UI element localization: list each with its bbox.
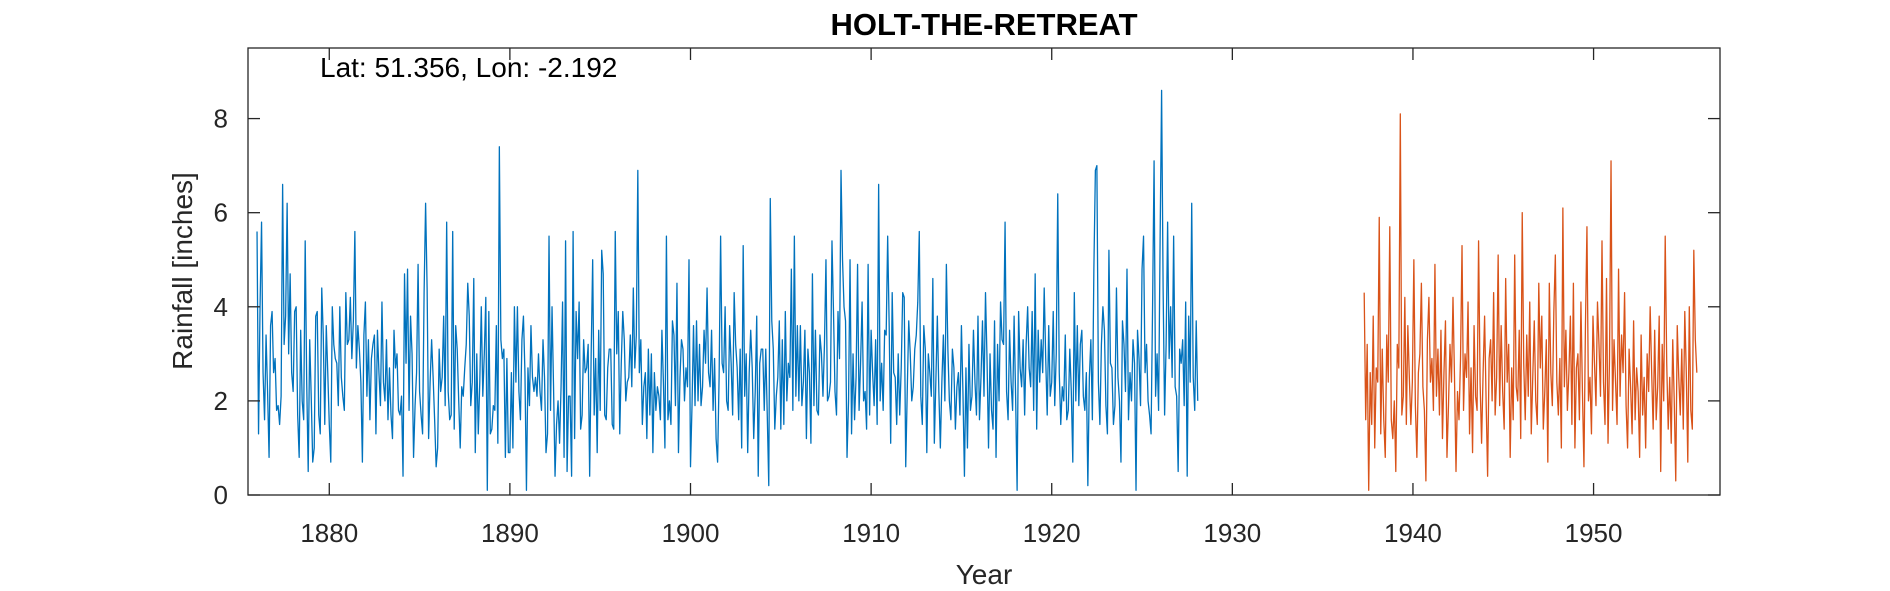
- x-tick-label: 1920: [1023, 518, 1081, 548]
- y-tick-label: 4: [214, 292, 228, 322]
- series-1-line: [256, 89, 1199, 491]
- x-tick-label: 1930: [1203, 518, 1261, 548]
- x-tick-label: 1890: [481, 518, 539, 548]
- chart-title: HOLT-THE-RETREAT: [830, 7, 1137, 42]
- x-axis: 1880 1890 1900 1910 1920 1930 1940 1950: [300, 48, 1622, 548]
- x-tick-label: 1910: [842, 518, 900, 548]
- plot-area: [248, 48, 1720, 495]
- y-tick-label: 0: [214, 480, 228, 510]
- x-tick-label: 1940: [1384, 518, 1442, 548]
- y-axis-label: Rainfall [inches]: [167, 172, 198, 370]
- y-tick-label: 8: [214, 104, 228, 134]
- location-annotation: Lat: 51.356, Lon: -2.192: [320, 52, 617, 83]
- x-tick-label: 1880: [300, 518, 358, 548]
- plot-box: [247, 47, 1721, 496]
- y-axis: 0 2 4 6 8: [214, 104, 1720, 510]
- x-tick-label: 1950: [1565, 518, 1623, 548]
- series-layer: [256, 89, 1698, 491]
- y-tick-label: 2: [214, 386, 228, 416]
- x-tick-label: 1900: [662, 518, 720, 548]
- x-axis-label: Year: [956, 559, 1013, 590]
- y-tick-label: 6: [214, 198, 228, 228]
- series-2-line: [1363, 113, 1698, 491]
